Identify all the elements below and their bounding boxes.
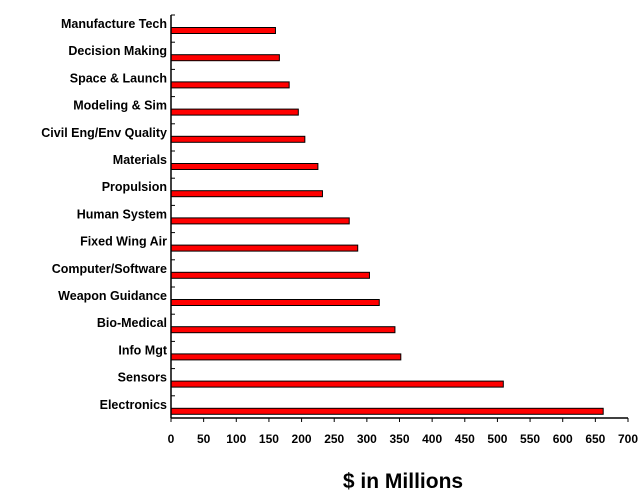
bar-bio-medical xyxy=(170,326,396,334)
bar-electronics xyxy=(170,407,604,415)
x-tick-label-600: 600 xyxy=(553,432,573,446)
bar-materials xyxy=(170,163,319,170)
bar-computer-software xyxy=(170,271,370,279)
category-label-info-mgt: Info Mgt xyxy=(118,343,167,357)
bar-space-launch xyxy=(170,81,290,89)
x-tick-label-550: 550 xyxy=(520,432,540,446)
bar-human-system xyxy=(170,217,350,225)
bar-sensors xyxy=(170,380,504,388)
category-label-decision-making: Decision Making xyxy=(68,44,167,58)
x-tick-label-400: 400 xyxy=(422,432,442,446)
x-tick-label-0: 0 xyxy=(168,432,175,446)
category-label-bio-medical: Bio-Medical xyxy=(97,316,167,330)
category-label-space-launch: Space & Launch xyxy=(70,71,167,85)
x-tick-label-300: 300 xyxy=(357,432,377,446)
category-label-weapon-guidance: Weapon Guidance xyxy=(58,289,167,303)
bar-manufacture-tech xyxy=(170,27,276,34)
x-tick-label-350: 350 xyxy=(389,432,409,446)
category-label-propulsion: Propulsion xyxy=(102,180,167,194)
bar-weapon-guidance xyxy=(170,299,380,306)
x-axis-title: $ in Millions xyxy=(343,470,463,493)
x-tick-label-100: 100 xyxy=(226,432,246,446)
x-tick-label-200: 200 xyxy=(292,432,312,446)
x-tick-label-150: 150 xyxy=(259,432,279,446)
bar-civil-eng-env-quality xyxy=(170,135,306,143)
bars xyxy=(170,27,604,415)
category-label-fixed-wing-air: Fixed Wing Air xyxy=(80,235,167,249)
bar-decision-making xyxy=(170,54,280,62)
bar-modeling-sim xyxy=(170,108,299,116)
category-label-sensors: Sensors xyxy=(118,371,167,385)
category-labels: Manufacture Tech Decision Making Space & L… xyxy=(41,17,168,412)
category-label-modeling-sim: Modeling & Sim xyxy=(73,99,167,113)
x-tick-label-50: 50 xyxy=(197,432,211,446)
x-tick-label-450: 450 xyxy=(455,432,475,446)
category-label-manufacture-tech: Manufacture Tech xyxy=(61,17,167,31)
axis-ticks xyxy=(170,14,629,422)
category-label-electronics: Electronics xyxy=(100,398,167,412)
bar-fixed-wing-air xyxy=(170,244,359,252)
x-tick-label-500: 500 xyxy=(487,432,507,446)
x-tick-labels: 0 50 100 150 200 250 300 350 400 450 500 550 600 650 7… xyxy=(168,432,639,446)
category-label-human-system: Human System xyxy=(77,207,167,221)
x-tick-label-700: 700 xyxy=(618,432,638,446)
x-tick-label-650: 650 xyxy=(585,432,605,446)
category-label-materials: Materials xyxy=(113,153,167,167)
category-label-civil-eng-env-quality: Civil Eng/Env Quality xyxy=(41,126,167,140)
category-label-computer-software: Computer/Software xyxy=(52,262,167,276)
x-tick-label-250: 250 xyxy=(324,432,344,446)
bar-info-mgt xyxy=(170,353,402,361)
bar-propulsion xyxy=(170,190,323,198)
